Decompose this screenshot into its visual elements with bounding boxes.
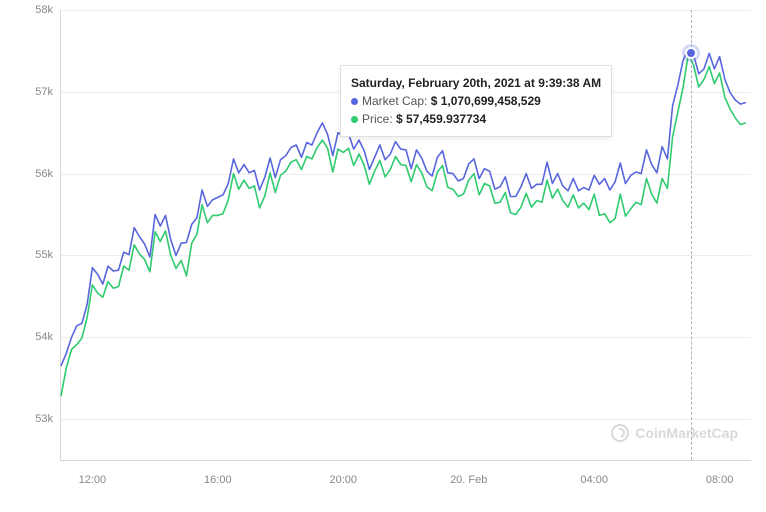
hover-marker-dot [685,47,697,59]
x-axis-label: 16:00 [204,460,232,486]
tooltip-value: $ 57,459.937734 [396,112,486,126]
x-axis-label: 20:00 [330,460,358,486]
watermark-text: CoinMarketCap [635,425,738,441]
y-axis-label: 57k [35,86,61,98]
x-axis-label: 20. Feb [450,460,487,486]
y-axis-label: 56k [35,168,61,180]
y-axis-label: 55k [35,249,61,261]
x-axis-label: 04:00 [580,460,608,486]
x-axis-label: 12:00 [79,460,107,486]
tooltip-label: Market Cap: [362,94,427,108]
chart-tooltip: Saturday, February 20th, 2021 at 9:39:38… [340,65,612,137]
watermark: CoinMarketCap [611,424,738,442]
tooltip-value: $ 1,070,699,458,529 [431,94,541,108]
coinmarketcap-icon [611,424,629,442]
x-axis-label: 08:00 [706,460,734,486]
tooltip-row: Market Cap: $ 1,070,699,458,529 [351,92,601,110]
tooltip-title: Saturday, February 20th, 2021 at 9:39:38… [351,74,601,92]
legend-dot-icon [351,116,358,123]
tooltip-row: Price: $ 57,459.937734 [351,110,601,128]
y-axis-label: 53k [35,413,61,425]
legend-dot-icon [351,98,358,105]
tooltip-label: Price: [362,112,393,126]
price-chart[interactable]: 53k 54k 55k 56k 57k 58k 12:00 16:00 20:00 20. Feb… [0,0,766,512]
y-axis-label: 58k [35,4,61,16]
y-axis-label: 54k [35,331,61,343]
